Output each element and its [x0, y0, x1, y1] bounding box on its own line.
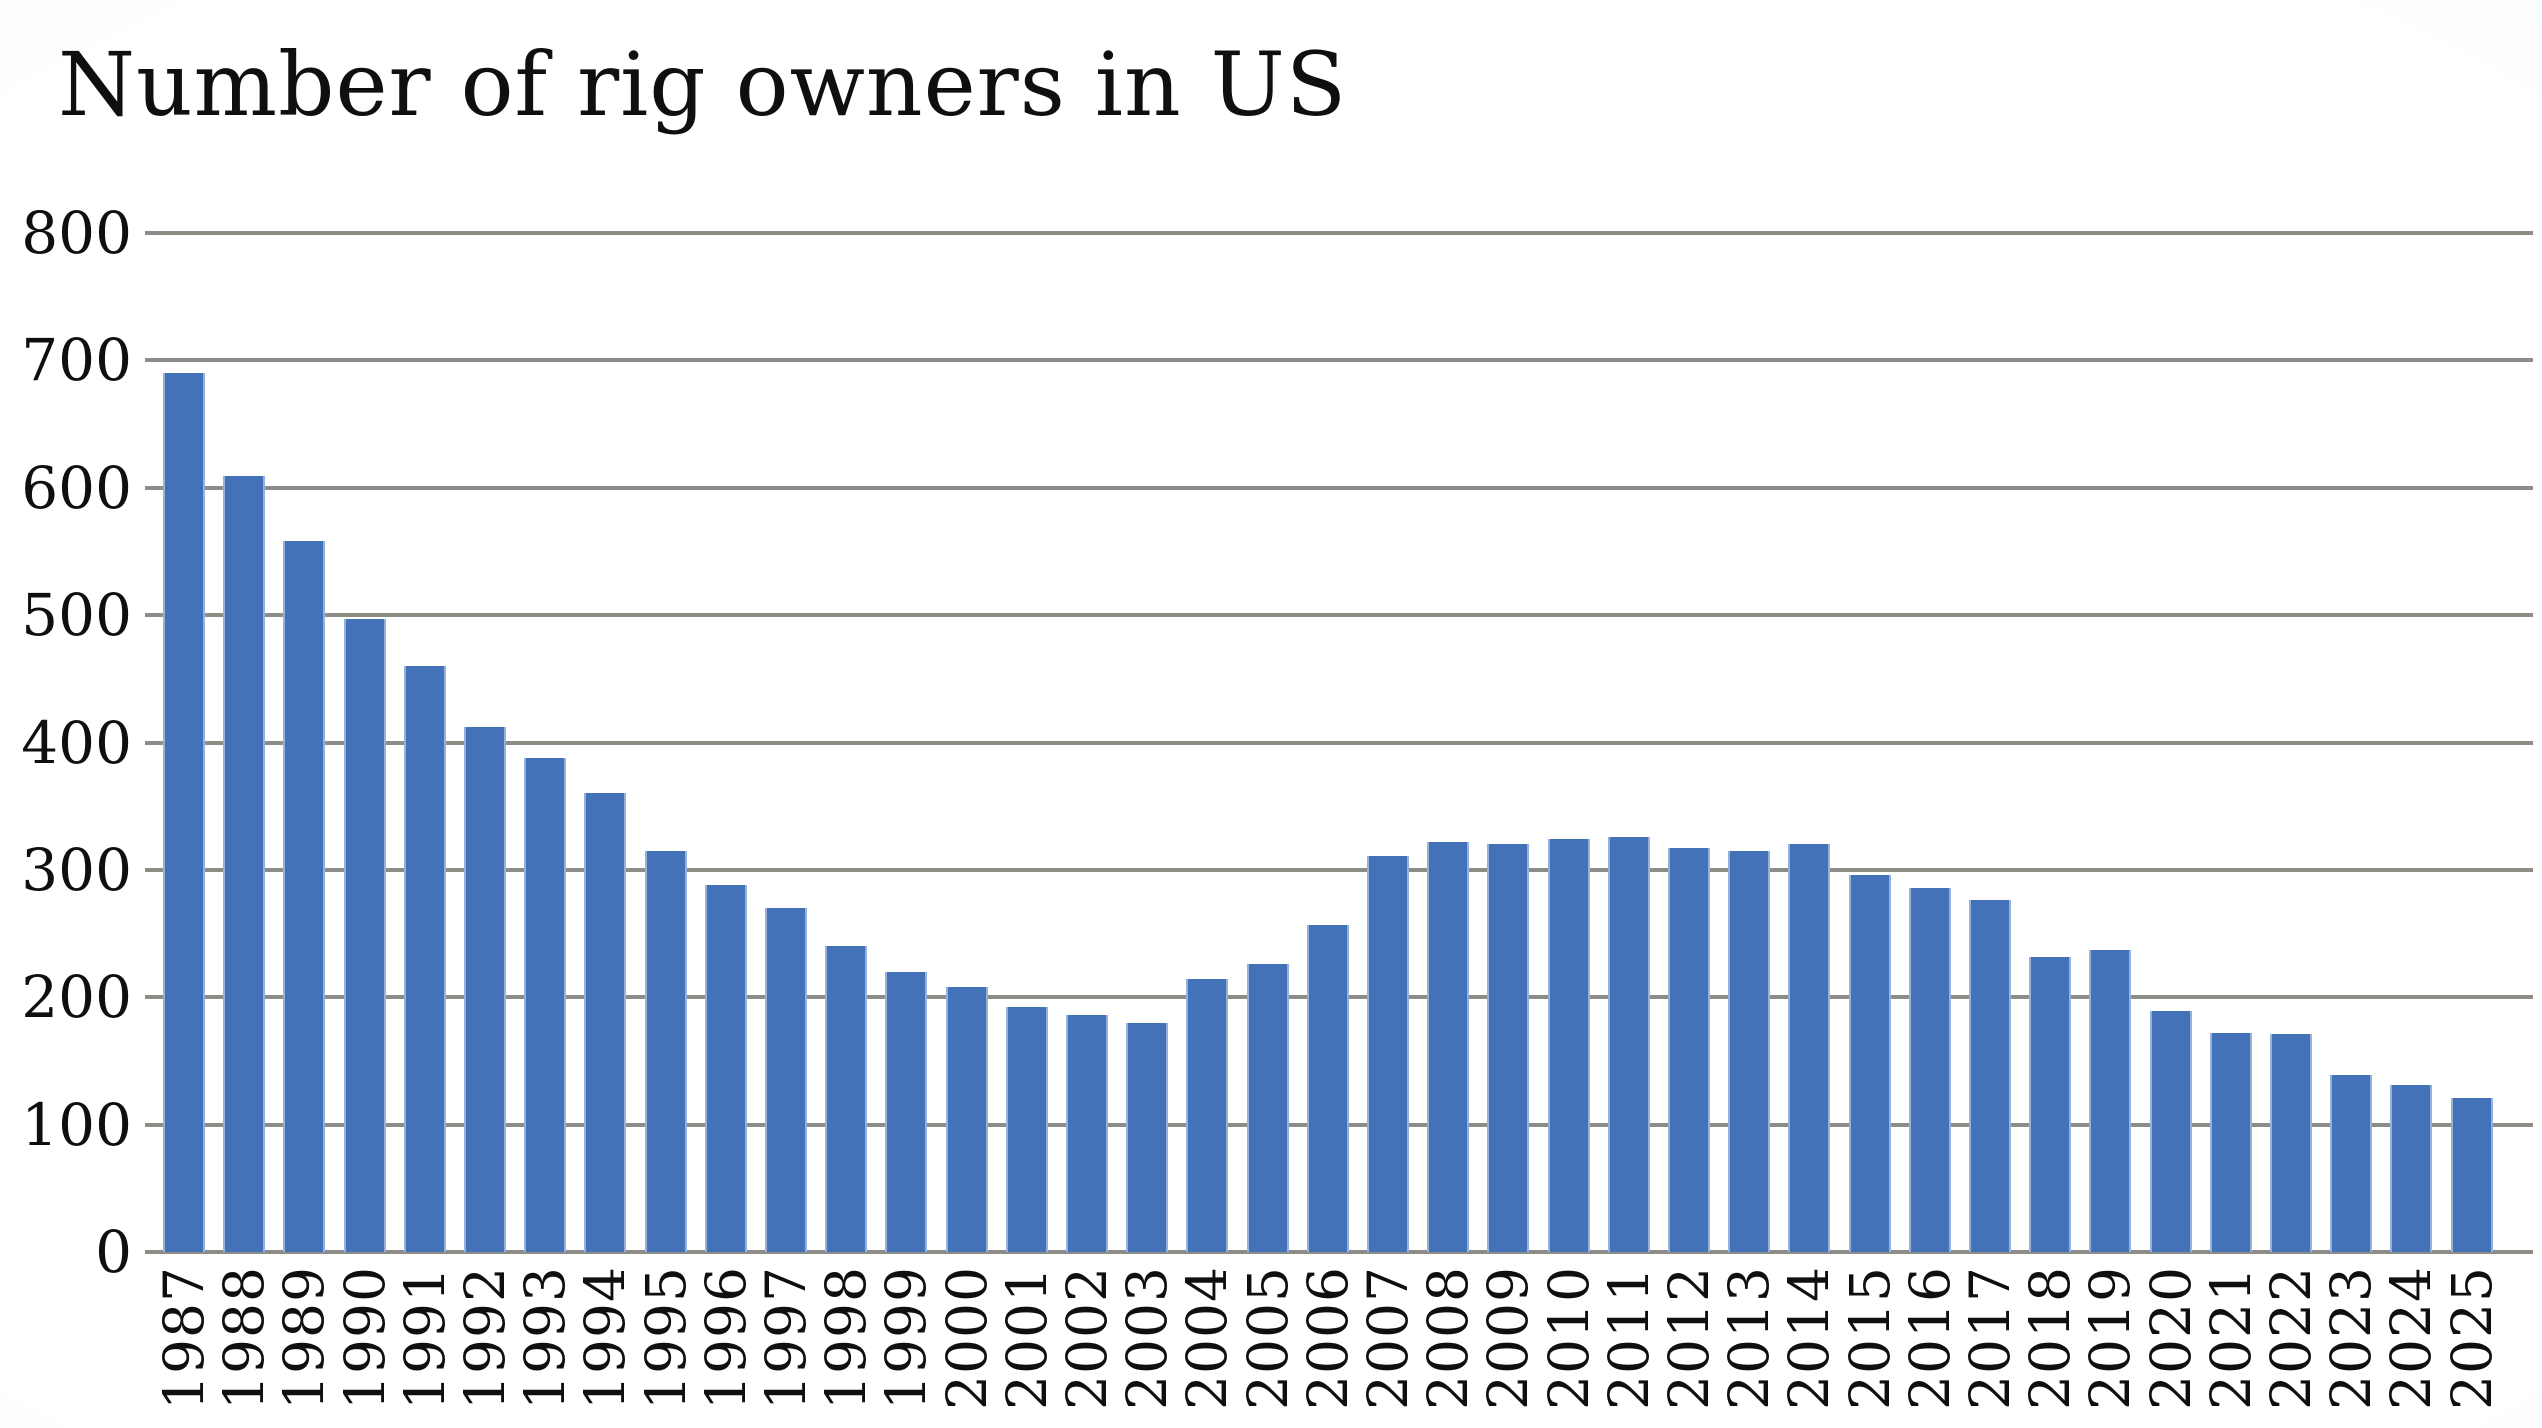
x-axis-label-2010: 2010	[1536, 1266, 1601, 1410]
bar-2008	[1427, 841, 1470, 1252]
y-axis-tick-label: 800	[21, 199, 132, 267]
bar-1990	[343, 618, 386, 1252]
chart-title: Number of rig owners in US	[58, 33, 1348, 136]
x-axis-label-2018: 2018	[2018, 1266, 2083, 1410]
x-axis-label-2020: 2020	[2138, 1266, 2203, 1410]
bar-1999	[885, 971, 928, 1252]
gridline-500	[145, 613, 2533, 618]
gridline-800	[145, 231, 2533, 235]
bar-1995	[644, 850, 687, 1252]
plot-area	[145, 231, 2533, 1254]
x-axis-label-1987: 1987	[152, 1266, 216, 1410]
bar-1992	[464, 727, 506, 1252]
x-axis-label-2013: 2013	[1717, 1266, 1782, 1410]
gridline-400	[145, 740, 2533, 745]
bar-2007	[1367, 855, 1409, 1252]
x-axis-label-2017: 2017	[1958, 1266, 2022, 1410]
bar-2014	[1788, 844, 1831, 1252]
bar-2012	[1668, 848, 1710, 1252]
x-axis-label-2006: 2006	[1295, 1266, 1360, 1410]
x-axis-label-1988: 1988	[212, 1266, 277, 1410]
x-axis-label-2012: 2012	[1657, 1266, 1721, 1410]
x-axis-label-2005: 2005	[1235, 1266, 1300, 1410]
x-axis-label-2025: 2025	[2439, 1266, 2504, 1410]
y-axis-tick-label: 100	[21, 1090, 132, 1159]
gridline-300	[145, 867, 2533, 872]
x-axis-label-2019: 2019	[2078, 1266, 2143, 1410]
bar-2025	[2450, 1097, 2493, 1252]
bar-1988	[223, 476, 266, 1252]
bar-2020	[2149, 1011, 2192, 1252]
x-axis-label-2000: 2000	[934, 1266, 999, 1410]
bar-1993	[524, 757, 567, 1252]
bar-2017	[1969, 900, 2011, 1252]
x-axis-label-2007: 2007	[1356, 1266, 1420, 1410]
x-axis-label-1998: 1998	[814, 1266, 879, 1410]
bar-1997	[765, 908, 807, 1252]
x-axis-label-2001: 2001	[994, 1266, 1059, 1410]
x-axis-label-2016: 2016	[1897, 1266, 1962, 1410]
x-axis-label-2022: 2022	[2259, 1266, 2323, 1410]
bar-1989	[283, 541, 326, 1252]
x-axis-label-2014: 2014	[1777, 1266, 1842, 1410]
y-axis-tick-label: 400	[21, 708, 132, 777]
bar-1987	[163, 373, 205, 1252]
x-axis-label-1994: 1994	[573, 1266, 638, 1410]
x-axis-label-1992: 1992	[453, 1266, 517, 1410]
bar-1994	[584, 793, 627, 1252]
gridline-0	[145, 1250, 2533, 1254]
bar-2021	[2209, 1032, 2252, 1252]
gridline-700	[145, 358, 2533, 363]
x-axis-label-1997: 1997	[754, 1266, 818, 1410]
y-axis-tick-label: 200	[21, 963, 132, 1032]
x-axis-label-2011: 2011	[1596, 1266, 1661, 1410]
x-axis-label-1999: 1999	[874, 1266, 939, 1410]
bar-1996	[704, 885, 747, 1252]
bar-2019	[2089, 950, 2132, 1252]
x-axis-label-1996: 1996	[693, 1266, 758, 1410]
x-axis-label-2021: 2021	[2198, 1266, 2263, 1410]
x-axis-label-2002: 2002	[1055, 1266, 1119, 1410]
bar-2000	[945, 987, 988, 1252]
gridline-600	[145, 485, 2533, 490]
y-axis-tick-label: 300	[21, 835, 132, 904]
bar-2009	[1487, 844, 1530, 1252]
bar-2013	[1728, 850, 1771, 1252]
x-axis-label-2008: 2008	[1416, 1266, 1481, 1410]
bar-2011	[1607, 836, 1650, 1252]
bar-2004	[1186, 979, 1229, 1252]
y-axis-tick-label: 0	[95, 1218, 132, 1286]
bar-2023	[2330, 1074, 2373, 1252]
bar-2003	[1126, 1022, 1169, 1252]
bar-2022	[2270, 1034, 2312, 1252]
bar-2010	[1547, 839, 1590, 1252]
bar-2016	[1908, 887, 1951, 1252]
bar-2001	[1005, 1007, 1048, 1252]
bar-2006	[1306, 924, 1349, 1252]
x-axis-label-1991: 1991	[392, 1266, 457, 1410]
bar-1998	[825, 946, 868, 1252]
x-axis-label-1993: 1993	[513, 1266, 578, 1410]
x-axis-label-1990: 1990	[332, 1266, 397, 1410]
bar-1991	[403, 666, 446, 1252]
x-axis-label-2004: 2004	[1175, 1266, 1240, 1410]
bar-2002	[1066, 1015, 1108, 1252]
x-axis-label-1989: 1989	[272, 1266, 337, 1410]
y-axis-tick-label: 500	[21, 581, 132, 650]
y-axis-tick-label: 600	[21, 453, 132, 522]
x-axis-label-2023: 2023	[2319, 1266, 2384, 1410]
x-axis-label-2009: 2009	[1476, 1266, 1541, 1410]
bar-2024	[2390, 1085, 2433, 1252]
bar-2005	[1246, 964, 1289, 1252]
x-axis-label-2003: 2003	[1115, 1266, 1180, 1410]
x-axis-label-1995: 1995	[633, 1266, 698, 1410]
x-axis-label-2024: 2024	[2379, 1266, 2444, 1410]
y-axis-tick-label: 700	[21, 326, 132, 395]
x-axis-label-2015: 2015	[1837, 1266, 1902, 1410]
bar-2015	[1848, 874, 1891, 1252]
bar-2018	[2029, 956, 2072, 1252]
